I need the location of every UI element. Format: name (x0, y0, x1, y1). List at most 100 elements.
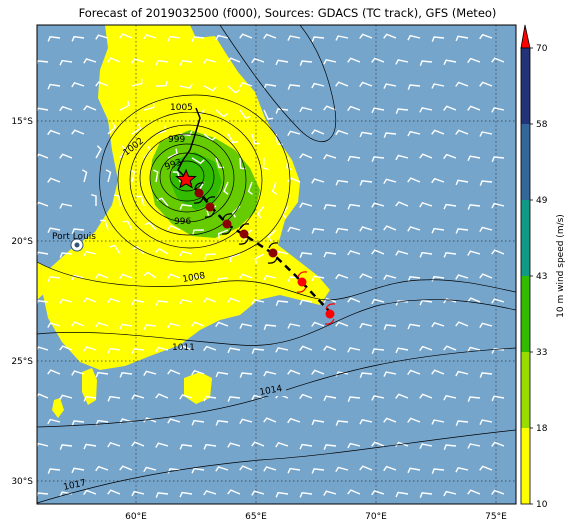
wind-barb (455, 466, 469, 473)
wind-barb (59, 394, 73, 400)
storm-center-star (175, 168, 197, 189)
gale-wind-area (37, 262, 50, 300)
lat-tick-label: 25°S (11, 357, 33, 367)
wind-barb (287, 323, 301, 329)
wind-barb (371, 298, 385, 305)
wind-barb (59, 298, 73, 305)
colorbar-tick-label: 33 (536, 348, 547, 358)
wind-barb (419, 299, 433, 306)
wind-barb (239, 372, 253, 378)
wind-barb (71, 81, 85, 88)
wind-barb (383, 274, 397, 280)
wind-barb (95, 145, 102, 159)
wind-barb (131, 394, 145, 400)
wind-barb (491, 395, 505, 402)
wind-barb (191, 419, 205, 426)
wind-barb (95, 273, 109, 279)
wind-barb (47, 83, 61, 90)
wind-barb (359, 226, 373, 232)
wind-barb (479, 81, 493, 87)
wind-barb (263, 83, 277, 90)
wind-barb (479, 273, 493, 279)
wind-barb (443, 252, 457, 258)
wind-barb (443, 298, 457, 304)
wind-barb (59, 105, 73, 112)
wind-barb (227, 85, 241, 94)
colorbar-tick-label: 49 (536, 196, 548, 206)
lat-tick-label: 30°S (11, 477, 33, 487)
wind-barb (37, 60, 49, 66)
wind-barb (179, 394, 193, 400)
wind-barb (455, 321, 469, 327)
wind-barb (229, 253, 241, 263)
wind-barb (299, 345, 313, 351)
wind-barb (239, 418, 253, 425)
wind-barb (407, 226, 421, 232)
wind-barb (239, 157, 246, 170)
wind-barb (203, 85, 217, 92)
wind-barb (83, 443, 97, 450)
wind-barb (335, 227, 349, 234)
wind-barb (155, 59, 169, 66)
wind-barb (383, 33, 397, 39)
wind-barb (467, 204, 481, 210)
wind-barb (47, 369, 61, 375)
wind-barb (263, 274, 277, 281)
wind-barb (179, 250, 193, 257)
wind-barb (335, 35, 349, 41)
wind-barb (455, 228, 469, 234)
wind-barb (155, 125, 167, 135)
wind-barb (491, 107, 505, 113)
cyclone-symbol-past (204, 196, 216, 218)
wind-barb (359, 419, 373, 425)
wind-barb (287, 417, 301, 424)
isobar-label: 999 (168, 135, 185, 145)
wind-barbs (37, 33, 505, 498)
wind-barb (443, 153, 457, 160)
wind-barb (59, 59, 73, 66)
wind-barb (419, 60, 433, 66)
wind-barb (371, 156, 385, 162)
wind-barb (191, 36, 205, 42)
wind-barb (311, 82, 325, 89)
wind-barb (311, 275, 325, 282)
wind-barb (71, 35, 85, 42)
isobar-label: 1011 (172, 343, 195, 353)
wind-barb (455, 35, 469, 42)
wind-barb (71, 321, 85, 327)
wind-barb (119, 33, 133, 39)
wind-barb (167, 418, 181, 424)
wind-barb (311, 321, 325, 327)
wind-barb (107, 395, 121, 402)
wind-barb (251, 133, 260, 145)
lat-tick-label: 20°S (11, 237, 33, 247)
wind-barb (287, 177, 301, 183)
wind-barb (383, 465, 397, 472)
colorbar-segment (521, 48, 530, 124)
cyclone-symbol-past (267, 242, 279, 264)
lon-tick-label: 70°E (365, 512, 387, 522)
wind-barb (455, 179, 469, 186)
wind-barb (431, 129, 445, 135)
wind-barb (383, 132, 397, 138)
wind-barb (419, 393, 433, 399)
wind-barb (287, 369, 301, 375)
wind-barb (359, 273, 373, 279)
wind-barb (299, 443, 313, 450)
wind-barb (371, 348, 385, 354)
colorbar-tick-label: 70 (536, 44, 548, 54)
wind-barb (323, 444, 337, 450)
wind-barb (455, 274, 469, 280)
wind-barb (311, 36, 325, 42)
wind-barb (299, 393, 313, 400)
wind-barb (223, 181, 229, 195)
wind-barb (37, 442, 49, 448)
wind-barb (395, 201, 409, 207)
wind-barb (109, 244, 121, 255)
wind-barb (335, 321, 349, 327)
isobar-label: 1017 (63, 478, 87, 493)
wind-barb (407, 130, 421, 137)
wind-barb (59, 252, 73, 258)
wind-barb (371, 202, 385, 208)
